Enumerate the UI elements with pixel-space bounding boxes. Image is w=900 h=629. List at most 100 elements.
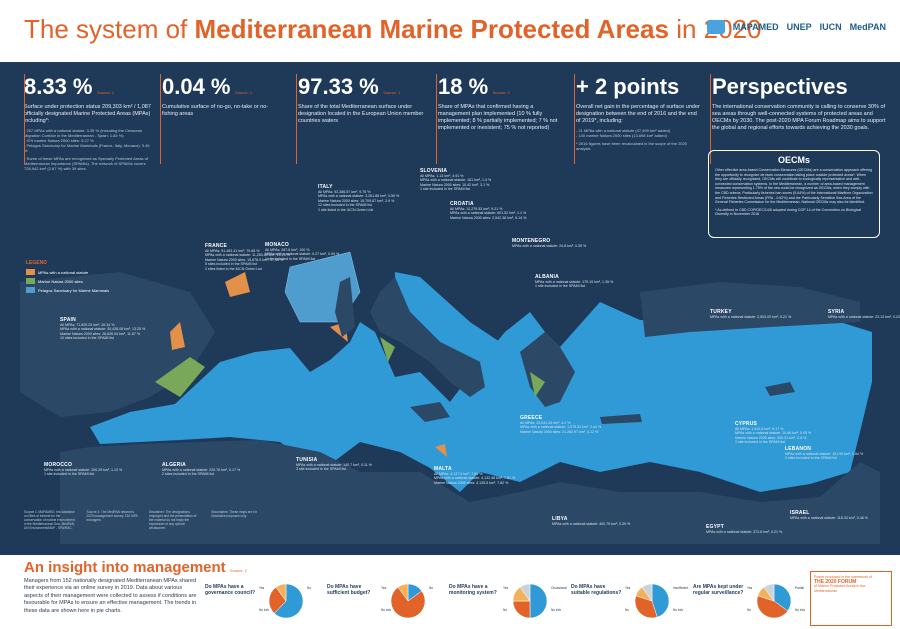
country-name: SYRIA xyxy=(828,309,845,315)
country-stats: MPAs with a national statute: 24.8 km², … xyxy=(512,244,587,248)
pie-label: Yes xyxy=(259,586,265,590)
pie-chart xyxy=(756,583,792,619)
north-africa-land xyxy=(60,440,880,544)
stat-value: 97.33 % xyxy=(298,74,379,99)
pie-chart xyxy=(634,583,670,619)
stat-text: The international conservation community… xyxy=(712,104,886,131)
pie-label: Yes xyxy=(747,586,753,590)
country-stats: MPAs with a national statute: 140.7 km²,… xyxy=(296,463,372,472)
country-label-malta: MALTA All MPAs: 4,137.5 km², 7.81 % MPAs … xyxy=(434,466,552,485)
country-label-cyprus: CYPRUS All MPAs: 1,610.6 km², 6.17 % MPAs… xyxy=(735,421,853,445)
country-name: ALGERIA xyxy=(162,462,186,468)
pie-block: Are MPAs kept under regular surveillance… xyxy=(693,580,808,625)
forum-sub: of Marine Protected Areas in the Mediter… xyxy=(814,584,866,593)
stat-note: * 2016 figures have been recalculated in… xyxy=(576,141,687,151)
country-label-france: FRANCE All MPAs: 51,463.41 km², 70.68 % M… xyxy=(205,243,323,271)
pie-slice-yes xyxy=(651,583,670,618)
oecms-note: * As defined in CBD COP/DEC/14/8 adopted… xyxy=(715,207,862,217)
logo-mapamed: MAPAMED xyxy=(732,22,779,32)
legend-row: MPAs with a national statute xyxy=(26,269,109,275)
pie-slice-no xyxy=(268,586,287,614)
country-label-italy: ITALY All MPAs: 52,286.57 km², 9.76 % MPA… xyxy=(318,184,436,212)
stats-band: 8.33 % Source: 1 Surface under protectio… xyxy=(0,62,900,172)
pie-block: Do MPAs have a governance council? Yes No N… xyxy=(205,580,320,625)
source-note: Source 2: The MedPAN network's 2020 mana… xyxy=(86,510,138,522)
stat-notake: 0.04 % Source: 1 Cumulative surface of n… xyxy=(162,74,282,118)
source-notes: Source 1: MAPAMED, the database on Sites… xyxy=(24,510,264,530)
country-label-albania: ALBANIA MPAs with a national statute: 175… xyxy=(535,274,653,289)
country-label-israel: ISRAEL MPAs with a national statute: 118.… xyxy=(790,510,900,520)
stat-source: Source: 1 xyxy=(234,90,253,95)
cyprus xyxy=(765,382,795,396)
pie-label: No info xyxy=(673,608,684,612)
legend-swatch xyxy=(26,287,35,293)
stat-perspectives: Perspectives The international conservat… xyxy=(712,74,888,132)
country-label-syria: SYRIA MPAs with a national statute: 23.13… xyxy=(828,309,900,319)
legend-swatch xyxy=(26,278,35,284)
legend-swatch xyxy=(26,269,35,275)
insight-source: Source: 2 xyxy=(229,568,247,573)
oecms-title: OECMs xyxy=(777,155,810,165)
legend-title: LEGEND xyxy=(26,260,47,266)
country-stats: All MPAs: 287.6 km², 100 % MPAs with a n… xyxy=(265,248,340,261)
country-name: ISRAEL xyxy=(790,510,810,516)
country-label-lebanon: LEBANON MPAs with a national statute: 101… xyxy=(785,446,900,461)
page-title: The system of Mediterranean Marine Prote… xyxy=(24,14,762,45)
legend-label: Pelagos Sanctuary for Marine Mammals xyxy=(38,287,110,293)
pie-block: Do MPAs have suitable regulations? Yes Ins… xyxy=(571,580,688,625)
header: The system of Mediterranean Marine Prote… xyxy=(0,0,900,62)
pie-slice-no xyxy=(390,586,426,619)
pie-label: Partial xyxy=(795,586,805,590)
pie-question: Do MPAs have a governance council? xyxy=(205,584,256,596)
country-name: MONACO xyxy=(265,242,289,248)
title-bold: Mediterranean Marine Protected Areas xyxy=(194,14,669,44)
country-stats: All MPAs: 1,610.6 km², 6.17 % MPAs with … xyxy=(735,427,812,445)
corsica-sardinia xyxy=(335,277,355,337)
country-name: MALTA xyxy=(434,466,452,472)
pie-label: No info xyxy=(381,608,392,612)
stat-sub: - 257 MPAs with a national statute: 3.35… xyxy=(24,128,150,153)
stat-surface: 8.33 % Source: 1 Surface under protectio… xyxy=(24,74,152,171)
stat-value: + 2 points xyxy=(576,74,680,99)
country-label-montenegro: MONTENEGRO MPAs with a national statute: … xyxy=(512,238,630,248)
oecms-text: Other effective area-based Conservation … xyxy=(715,168,873,205)
country-name: FRANCE xyxy=(205,243,228,249)
pie-question: Do MPAs have suitable regulations? xyxy=(571,584,622,596)
turkey-land xyxy=(640,282,860,337)
country-name: ALBANIA xyxy=(535,274,559,280)
pie-slice-no-info xyxy=(275,583,287,602)
country-name: ITALY xyxy=(318,184,333,190)
forum-name: THE 2020 FORUM xyxy=(814,578,857,585)
country-label-tunisia: TUNISIA MPAs with a national statute: 140… xyxy=(296,457,414,472)
stat-value: 0.04 % xyxy=(162,74,231,99)
country-stats: MPAs with a national statute: 200.29 km²… xyxy=(44,468,123,477)
country-label-egypt: EGYPT MPAs with a national statute: 373.8… xyxy=(706,524,824,534)
country-name: CROATIA xyxy=(450,201,474,207)
country-name: SLOVENIA xyxy=(420,168,448,174)
mediterranean-map xyxy=(0,172,900,544)
country-stats: MPAs with a national statute: 175.19 km²… xyxy=(535,280,614,289)
logo-iucn: IUCN xyxy=(819,22,842,32)
insight-text: Managers from 152 nationally designated … xyxy=(24,578,197,614)
country-name: MOROCCO xyxy=(44,462,73,468)
country-label-spain: SPAIN All MPAs: 71,825.29 km², 26.34 % MP… xyxy=(60,317,178,341)
pie-chart xyxy=(268,583,304,619)
country-label-turkey: TURKEY MPAs with a national statute: 2,50… xyxy=(710,309,828,319)
legend-label: MPAs with a national statute xyxy=(38,269,89,275)
insight-title-text: An insight into management xyxy=(24,559,226,576)
pie-chart xyxy=(512,583,548,619)
pie-label: No xyxy=(747,608,752,612)
stat-text: Overall net gain in the percentage of su… xyxy=(576,104,700,124)
pie-label: No info xyxy=(259,608,270,612)
stat-management: 18 % Source: 2 Share of MPAs that confir… xyxy=(438,74,566,132)
country-stats: MPAs with a national statute: 373.8 km²,… xyxy=(706,530,783,534)
country-label-libya: LIBYA MPAs with a national statute: 400.7… xyxy=(552,516,670,526)
country-stats: MPAs with a national statute: 220.76 km²… xyxy=(162,468,241,477)
pie-question: Do MPAs have sufficient budget? xyxy=(327,584,371,596)
logo-unep: UNEP xyxy=(786,22,812,32)
legend-row: Marine Natura 2000 sites xyxy=(26,278,109,284)
country-label-croatia: CROATIA All MPAs: 12,279.53 km², 9.21 % M… xyxy=(450,201,568,220)
pie-label: Yes xyxy=(503,586,509,590)
map-legend: LEGEND MPAs with a national statute Mari… xyxy=(26,260,109,296)
insight-section: An insight into management Source: 2 Man… xyxy=(0,555,900,629)
